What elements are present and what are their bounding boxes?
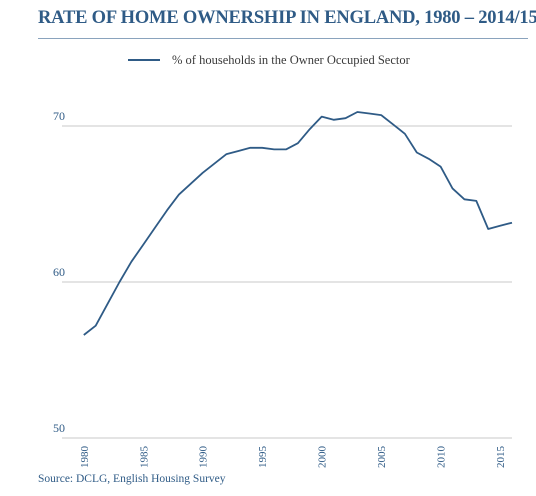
- grid: [62, 125, 512, 439]
- x-axis-ticks: 1980 1985 1990 1995 2000 2005 2010 2015: [79, 446, 507, 469]
- source-note: Source: DCLG, English Housing Survey: [38, 473, 226, 485]
- x-tick-label: 1995: [257, 446, 269, 469]
- y-tick-label: 60: [53, 265, 65, 279]
- chart-title: RATE OF HOME OWNERSHIP IN ENGLAND, 1980 …: [38, 8, 536, 28]
- title-rule: [38, 38, 528, 39]
- y-axis-ticks: 50 60 70: [53, 109, 65, 435]
- x-tick-label: 2005: [376, 446, 388, 469]
- x-tick-label: 1980: [79, 446, 91, 469]
- line-chart: % of households in the Owner Occupied Se…: [53, 53, 513, 469]
- x-tick-label: 1990: [198, 446, 210, 469]
- x-tick-label: 2015: [495, 446, 507, 469]
- x-tick-label: 2010: [436, 446, 448, 469]
- y-tick-label: 50: [53, 421, 65, 435]
- y-tick-label: 70: [53, 109, 65, 123]
- series-group: [83, 111, 513, 336]
- x-tick-label: 2000: [317, 446, 329, 469]
- series-line-0: [83, 111, 513, 336]
- legend-label: % of households in the Owner Occupied Se…: [172, 53, 411, 67]
- x-tick-label: 1985: [138, 446, 150, 469]
- legend: % of households in the Owner Occupied Se…: [128, 53, 411, 67]
